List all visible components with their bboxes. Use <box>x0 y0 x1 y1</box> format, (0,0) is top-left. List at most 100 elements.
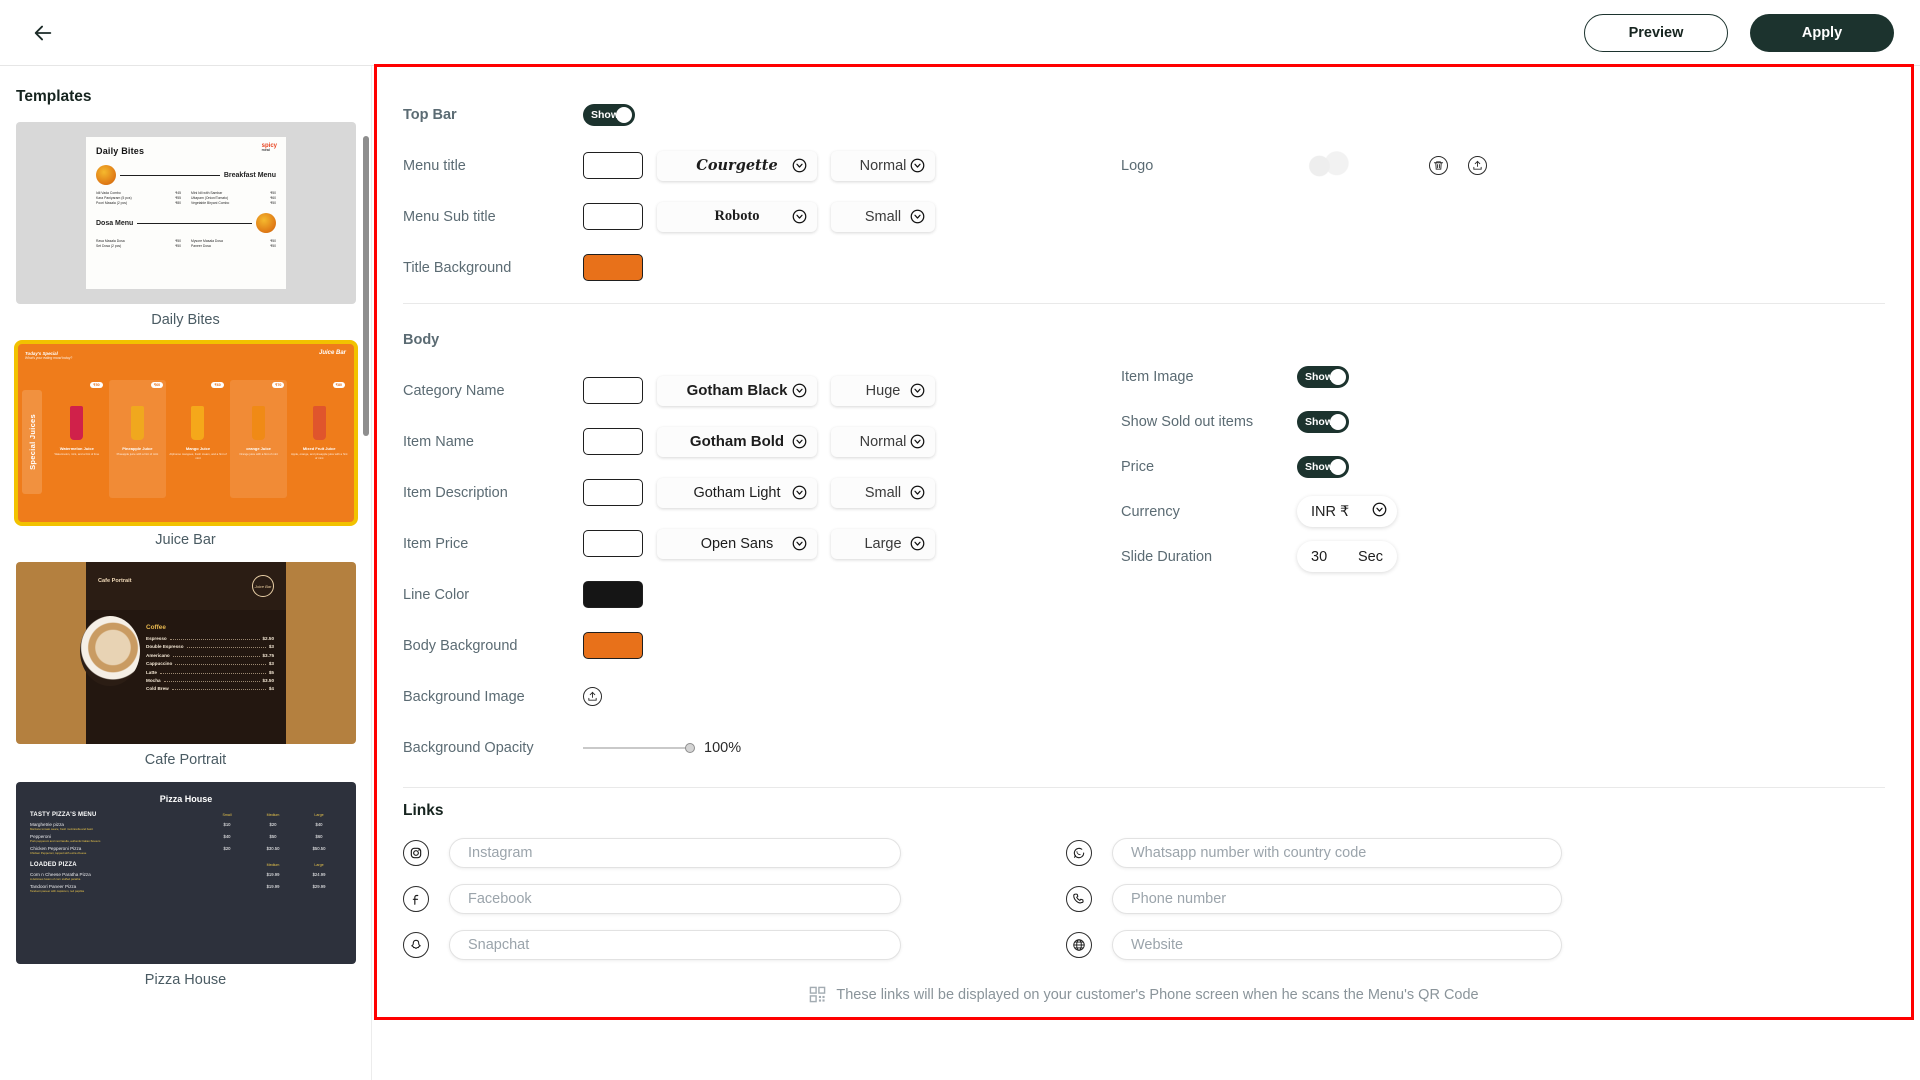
item-price-font-select[interactable]: Open Sans <box>657 528 817 559</box>
body-background-color-swatch[interactable] <box>583 632 643 659</box>
price-toggle[interactable]: Show <box>1297 455 1349 478</box>
template-card-pizza-house[interactable]: Pizza House TASTY PIZZA'S MENU Small Med… <box>16 782 356 988</box>
item-price-size-select[interactable]: Large <box>831 528 935 559</box>
globe-icon[interactable] <box>1066 932 1092 958</box>
thumb-item: Kara Paniyaram (5 pcs) ₹55 <box>96 196 181 200</box>
template-card-cafe-portrait[interactable]: Cafe Portrait Juice Bar Coffee Espresso $… <box>16 562 356 768</box>
slider-handle[interactable] <box>685 742 695 753</box>
juice-image <box>109 384 167 440</box>
thumb-items-1: Idli Vada Combo ₹45 Mini Idli with Sambar… <box>96 191 276 205</box>
thumb-side-label: Special Juices <box>22 390 42 494</box>
logo-label: Logo <box>1121 157 1154 174</box>
menu-subtitle-color-swatch[interactable] <box>583 203 643 230</box>
template-thumbnail-selected[interactable]: Today's Special What's your eating mood … <box>14 340 358 526</box>
instagram-link-row <box>403 838 901 868</box>
arrow-left-icon <box>34 25 52 40</box>
show-sold-out-toggle[interactable]: Show <box>1297 410 1349 433</box>
title-background-color-swatch[interactable] <box>583 254 643 281</box>
show-sold-out-label: Show Sold out items <box>1121 413 1254 430</box>
preview-button[interactable]: Preview <box>1584 13 1728 52</box>
instagram-icon[interactable] <box>403 840 429 866</box>
item-image-label: Item Image <box>1121 368 1194 385</box>
menu-title-size-select[interactable]: Normal <box>831 150 935 181</box>
back-button[interactable] <box>26 16 60 50</box>
chevron-down-icon <box>1372 502 1387 521</box>
snapchat-icon[interactable] <box>403 932 429 958</box>
thumb-items-2: Rava Masala Dosa ₹50 Mysore Masala Dosa ₹5… <box>96 239 276 248</box>
menu-title-color-swatch[interactable] <box>583 152 643 179</box>
menu-subtitle-size-select[interactable]: Small <box>831 201 935 232</box>
category-name-size-select[interactable]: Huge <box>831 375 935 406</box>
logo-upload-button[interactable] <box>1468 156 1487 175</box>
thumb-item: Marghetrie pizza Marzano tomato sauce, fr… <box>30 822 323 831</box>
whatsapp-input[interactable] <box>1112 838 1562 868</box>
template-card-juice-bar[interactable]: Today's Special What's your eating mood … <box>14 340 358 548</box>
item-name-color-swatch[interactable] <box>583 428 643 455</box>
chevron-down-icon <box>792 383 807 398</box>
phone-link-row <box>1066 884 1562 914</box>
background-image-upload-button[interactable] <box>583 687 602 706</box>
template-label: Pizza House <box>144 972 227 988</box>
item-description-font-select[interactable]: Gotham Light <box>657 477 817 508</box>
template-card-daily-bites[interactable]: Daily Bites spicy meal Breakfast Menu Idl… <box>16 122 356 328</box>
category-name-row: Category Name Gotham Black Huge <box>403 365 1885 416</box>
header-actions: Preview Apply <box>1584 13 1894 52</box>
thumb-logo-sub: meal <box>261 148 270 152</box>
template-label: Daily Bites <box>151 312 220 328</box>
facebook-icon[interactable] <box>403 886 429 912</box>
item-name-font-select[interactable]: Gotham Bold <box>657 426 817 457</box>
background-opacity-slider[interactable] <box>583 742 695 753</box>
template-thumbnail[interactable]: Pizza House TASTY PIZZA'S MENU Small Med… <box>16 782 356 964</box>
item-name-row: Item Name Gotham Bold Normal <box>403 416 1885 467</box>
thumb-item: Latte $5 <box>146 669 274 675</box>
sidebar-scrollbar[interactable] <box>363 136 369 436</box>
phone-icon[interactable] <box>1066 886 1092 912</box>
thumb-item: Pepperoni Pork pepperoni and mozzarella, … <box>30 834 323 843</box>
whatsapp-link-row <box>1066 838 1562 868</box>
item-price-color-swatch[interactable] <box>583 530 643 557</box>
chevron-down-icon <box>910 434 925 449</box>
item-image-toggle[interactable]: Show <box>1297 365 1349 388</box>
website-input[interactable] <box>1112 930 1562 960</box>
thumb-item: Mysore Masala Dosa ₹50 <box>191 239 276 243</box>
menu-subtitle-row: Menu Sub title Roboto Small <box>403 191 1885 242</box>
apply-button[interactable]: Apply <box>1750 13 1894 52</box>
price-row: Price Show <box>1121 444 1641 489</box>
template-thumbnail[interactable]: Daily Bites spicy meal Breakfast Menu Idl… <box>16 122 356 304</box>
toggle-knob <box>1330 458 1346 475</box>
toggle-knob <box>616 106 632 123</box>
item-description-size-select[interactable]: Small <box>831 477 935 508</box>
thumb-item: Poori Masala (2 pcs) ₹80 <box>96 201 181 205</box>
phone-input[interactable] <box>1112 884 1562 914</box>
slide-duration-label: Slide Duration <box>1121 548 1213 565</box>
item-name-size-select[interactable]: Normal <box>831 426 935 457</box>
item-description-row: Item Description Gotham Light Small <box>403 467 1885 518</box>
currency-select[interactable]: INR ₹ <box>1297 496 1397 527</box>
logo-preview <box>1297 148 1361 183</box>
thumb-title: Cafe Portrait <box>98 578 132 584</box>
template-thumbnail[interactable]: Cafe Portrait Juice Bar Coffee Espresso $… <box>16 562 356 744</box>
chevron-down-icon <box>792 434 807 449</box>
coffee-image <box>80 616 140 686</box>
chevron-down-icon <box>792 158 807 173</box>
menu-title-font-select[interactable]: Courgette <box>657 150 817 181</box>
facebook-input[interactable] <box>449 884 901 914</box>
settings-panel: Top Bar Show Menu title Courgette <box>374 64 1914 1020</box>
body-background-row: Body Background <box>403 620 1885 671</box>
line-color-label: Line Color <box>403 586 470 603</box>
category-name-font-select[interactable]: Gotham Black <box>657 375 817 406</box>
thumb-item: Rava Masala Dosa ₹50 <box>96 239 181 243</box>
category-name-color-swatch[interactable] <box>583 377 643 404</box>
thumb-card: ₹50 Watermelon Juice Watermelon, mint, a… <box>48 380 106 498</box>
thumb-item: Corn n Cheese Paratha Pizza A delicious f… <box>30 872 326 881</box>
top-bar-toggle[interactable]: Show <box>583 103 635 126</box>
thumb-item: Mocha $3.50 <box>146 677 274 683</box>
item-description-color-swatch[interactable] <box>583 479 643 506</box>
logo-delete-button[interactable] <box>1429 156 1448 175</box>
line-color-swatch[interactable] <box>583 581 643 608</box>
slide-duration-input[interactable]: 30 Sec <box>1297 541 1397 572</box>
snapchat-input[interactable] <box>449 930 901 960</box>
instagram-input[interactable] <box>449 838 901 868</box>
menu-subtitle-font-select[interactable]: Roboto <box>657 201 817 232</box>
whatsapp-icon[interactable] <box>1066 840 1092 866</box>
